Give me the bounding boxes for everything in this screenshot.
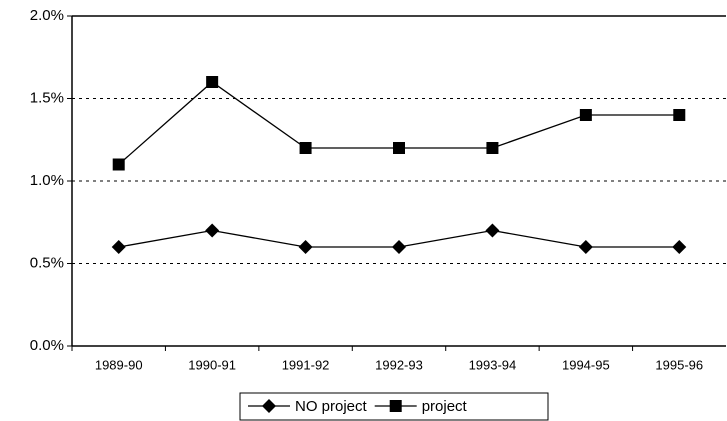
point [673, 109, 686, 121]
legend: NO project project [239, 392, 549, 421]
point [206, 76, 219, 88]
point [578, 240, 593, 254]
x-tick-label: 1989-90 [95, 357, 143, 372]
point [672, 240, 687, 254]
y-tick-label: 1.0% [30, 172, 64, 189]
point [579, 109, 592, 121]
x-tick-label: 1991-92 [282, 357, 330, 372]
legend-label: NO project [295, 398, 368, 415]
point [112, 158, 125, 171]
legend-marker [262, 399, 276, 413]
y-tick-label: 0.0% [30, 337, 64, 354]
point [486, 142, 499, 154]
legend-box [239, 392, 549, 421]
y-tick-label: 2.0% [30, 7, 64, 24]
y-tick-label: 0.5% [30, 254, 64, 271]
x-tick-label: 1994-95 [562, 357, 610, 372]
x-tick-label: 1993-94 [469, 357, 517, 372]
point [299, 142, 312, 154]
x-tick-label: 1992-93 [375, 357, 423, 372]
x-tick-label: 1990-91 [188, 357, 236, 372]
point [393, 142, 405, 154]
legend-label: project [422, 398, 468, 415]
point [205, 223, 220, 238]
point [111, 240, 126, 254]
x-tick-label: 1995-96 [655, 357, 703, 372]
point [485, 223, 500, 238]
y-tick-label: 1.5% [30, 89, 64, 106]
legend-marker [389, 400, 402, 412]
point [392, 240, 406, 254]
point [298, 240, 313, 254]
